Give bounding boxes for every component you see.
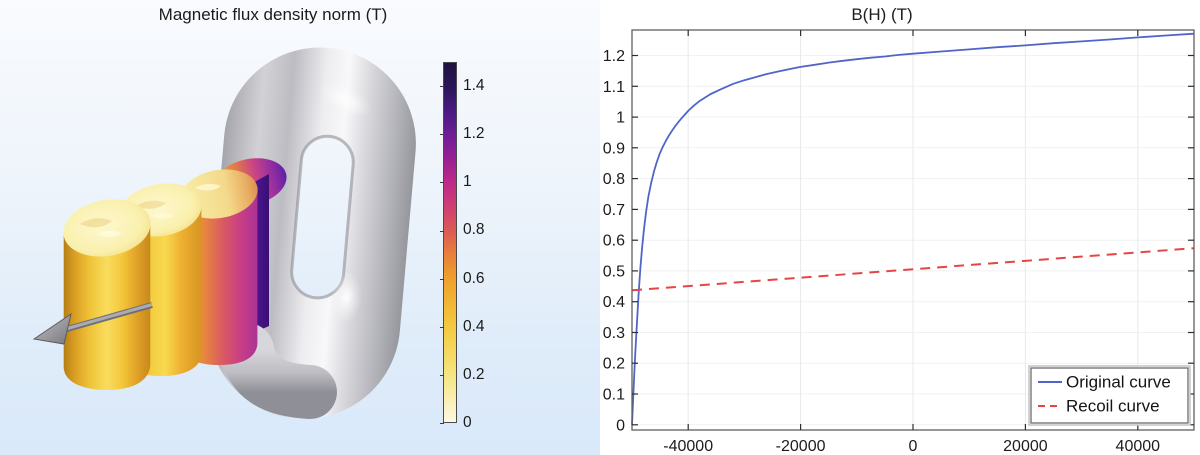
y-axis-tick-labels: 0 0.1 0.2 0.3 0.4 0.5 0.6 0.7 0.8 0.9 1 1.1 1.2 (603, 48, 625, 434)
bh-chart-panel: -40000 -20000 0 20000 40000 0 0.1 0.2 0.3 0.4 0.5 0… (600, 0, 1200, 455)
axis-ticks (632, 30, 1194, 430)
x-axis-tick-labels: -40000 -20000 0 20000 40000 (663, 438, 1160, 455)
chart-title: B(H) (T) (851, 5, 912, 24)
svg-text:0.9: 0.9 (603, 140, 625, 157)
svg-text:1: 1 (616, 110, 625, 127)
svg-text:-20000: -20000 (776, 438, 826, 455)
series-recoil-curve (631, 247, 1195, 292)
svg-text:0.4: 0.4 (603, 294, 625, 311)
legend: Original curve Recoil curve (1028, 365, 1191, 426)
svg-text:0: 0 (616, 417, 625, 434)
grid-lines (632, 30, 1194, 430)
svg-text:0.6: 0.6 (603, 233, 625, 250)
3d-view-panel: Magnetic flux density norm (T) 1.4 1.2 1 0.… (0, 0, 600, 455)
series-original-curve (631, 32, 1195, 425)
svg-text:1.2: 1.2 (603, 48, 625, 65)
svg-text:1.1: 1.1 (603, 79, 625, 96)
magnet-cylinder-1 (63, 199, 151, 390)
3d-scene[interactable] (0, 0, 600, 455)
legend-label: Recoil curve (1066, 397, 1160, 416)
svg-text:40000: 40000 (1116, 438, 1161, 455)
ring-highlight (331, 271, 362, 324)
legend-label: Original curve (1066, 373, 1171, 392)
svg-text:0.2: 0.2 (603, 356, 625, 373)
svg-text:0: 0 (909, 438, 918, 455)
3d-view-title: Magnetic flux density norm (T) (158, 5, 388, 24)
svg-text:0.8: 0.8 (603, 171, 625, 188)
svg-text:0.1: 0.1 (603, 387, 625, 404)
svg-text:20000: 20000 (1003, 438, 1048, 455)
svg-text:0.5: 0.5 (603, 263, 625, 280)
svg-text:0.3: 0.3 (603, 325, 625, 342)
bh-plot[interactable]: -40000 -20000 0 20000 4000000.10.20.30.40.50… (600, 0, 1200, 455)
magnetization-arrow (32, 302, 153, 345)
ring-highlight (320, 82, 372, 117)
svg-text:-40000: -40000 (663, 438, 713, 455)
svg-text:0.7: 0.7 (603, 202, 625, 219)
